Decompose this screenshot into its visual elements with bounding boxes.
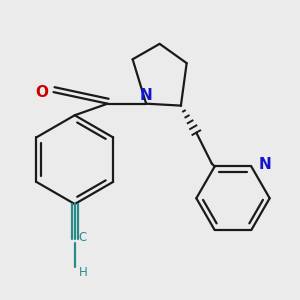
Text: O: O bbox=[35, 85, 48, 100]
Text: C: C bbox=[79, 231, 87, 244]
Text: N: N bbox=[258, 157, 271, 172]
Text: H: H bbox=[79, 266, 87, 279]
Text: N: N bbox=[140, 88, 152, 103]
